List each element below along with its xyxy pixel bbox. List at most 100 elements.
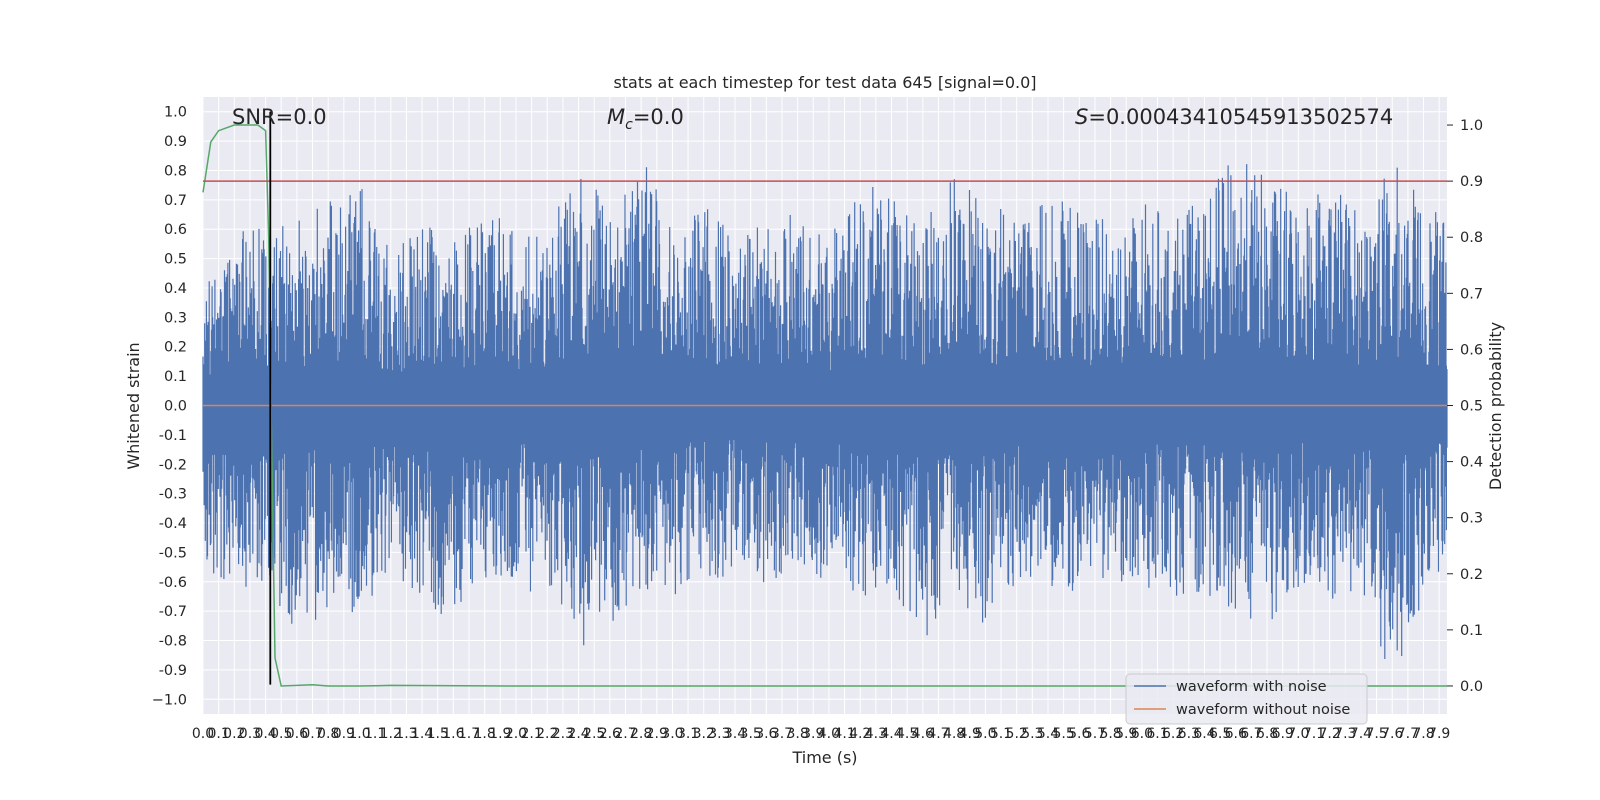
y2-tick-label: 0.5 xyxy=(1460,399,1483,415)
mc-symbol: M xyxy=(607,105,625,129)
x-tick-label: 1.2 xyxy=(380,726,402,742)
y-tick-label: -0.5 xyxy=(159,545,187,561)
x-tick-label: 2.2 xyxy=(536,726,558,742)
x-tick-label: 4.8 xyxy=(943,726,965,742)
x-tick-label: 1.6 xyxy=(442,726,464,742)
x-tick-label: 6.4 xyxy=(1193,726,1215,742)
x-tick-label: 0.7 xyxy=(301,726,323,742)
y2-tick-label: 0.4 xyxy=(1460,455,1483,471)
x-tick-label: 5.5 xyxy=(1052,726,1074,742)
x-tick-label: 7.4 xyxy=(1350,726,1372,742)
x-tick-label: 7.1 xyxy=(1303,726,1325,742)
x-tick-label: 5.3 xyxy=(1021,726,1043,742)
legend: waveform with noise waveform without noi… xyxy=(1125,673,1368,725)
x-tick-label: 0.3 xyxy=(239,726,261,742)
x-tick-label: 6.0 xyxy=(1131,726,1153,742)
y-tick-label: -0.7 xyxy=(159,604,187,620)
y-tick-label: 0.1 xyxy=(164,369,187,385)
x-tick-label: 3.9 xyxy=(802,726,824,742)
x-tick-label: 3.5 xyxy=(740,726,762,742)
x-tick-label: 7.0 xyxy=(1287,726,1309,742)
x-tick-label: 1.7 xyxy=(458,726,480,742)
x-tick-label: 7.6 xyxy=(1381,726,1403,742)
x-tick-label: 2.3 xyxy=(552,726,574,742)
chart-title: stats at each timestep for test data 645… xyxy=(613,73,1036,92)
x-tick-label: 3.3 xyxy=(708,726,730,742)
y-tick-label: −1.0 xyxy=(152,692,187,708)
mc-annotation: Mc=0.0 xyxy=(607,105,684,133)
x-axis-label: Time (s) xyxy=(791,748,857,767)
x-tick-label: 4.5 xyxy=(896,726,918,742)
x-tick-label: 3.6 xyxy=(755,726,777,742)
x-tick-label: 4.2 xyxy=(849,726,871,742)
y-tick-label: 0.0 xyxy=(164,399,187,415)
x-tick-label: 0.5 xyxy=(270,726,292,742)
mc-value: =0.0 xyxy=(633,105,684,129)
x-tick-label: 2.4 xyxy=(567,726,589,742)
x-tick-label: 5.6 xyxy=(1068,726,1090,742)
x-tick-label: 1.3 xyxy=(395,726,417,742)
y2-tick-label: 0.3 xyxy=(1460,511,1483,527)
snr-annotation: SNR=0.0 xyxy=(232,105,327,129)
x-tick-label: 3.0 xyxy=(661,726,683,742)
x-tick-label: 4.1 xyxy=(833,726,855,742)
x-tick-label: 2.8 xyxy=(630,726,652,742)
x-tick-label: 1.1 xyxy=(364,726,386,742)
x-tick-label: 2.0 xyxy=(505,726,527,742)
x-tick-label: 6.5 xyxy=(1209,726,1231,742)
mc-subscript: c xyxy=(625,117,633,133)
y-tick-label: 0.3 xyxy=(164,310,187,326)
y2-tick-label: 0.9 xyxy=(1460,174,1483,190)
y-tick-label: 0.6 xyxy=(164,222,187,238)
x-tick-label: 2.1 xyxy=(520,726,542,742)
x-tick-label: 3.4 xyxy=(724,726,746,742)
y-axis-label: Whitened strain xyxy=(124,342,143,469)
x-tick-label: 2.7 xyxy=(614,726,636,742)
y-tick-label: -0.2 xyxy=(159,457,187,473)
x-tick-label: 7.2 xyxy=(1319,726,1341,742)
x-tick-label: 2.6 xyxy=(599,726,621,742)
x-tick-label: 5.1 xyxy=(990,726,1012,742)
s-symbol: S xyxy=(1075,105,1088,129)
x-tick-label: 7.8 xyxy=(1412,726,1434,742)
x-tick-label: 0.4 xyxy=(254,726,276,742)
y-tick-label: -0.1 xyxy=(159,428,187,444)
y-tick-label: 0.9 xyxy=(164,134,187,150)
x-tick-label: 4.9 xyxy=(959,726,981,742)
y2-tick-label: 0.1 xyxy=(1460,623,1483,639)
x-tick-label: 1.9 xyxy=(489,726,511,742)
x-tick-label: 6.8 xyxy=(1256,726,1278,742)
y-tick-label: 0.2 xyxy=(164,340,187,356)
x-tick-label: 5.7 xyxy=(1084,726,1106,742)
y-tick-label: -0.9 xyxy=(159,663,187,679)
x-tick-label: 0.8 xyxy=(317,726,339,742)
legend-label-clean: waveform without noise xyxy=(1176,702,1350,718)
y-tick-label: 0.4 xyxy=(164,281,187,297)
x-tick-label: 5.4 xyxy=(1037,726,1059,742)
x-tick-label: 0.6 xyxy=(286,726,308,742)
x-tick-label: 3.2 xyxy=(693,726,715,742)
detection-probability-line xyxy=(202,124,1447,687)
x-tick-label: 1.4 xyxy=(411,726,433,742)
x-tick-label: 0.0 xyxy=(192,726,214,742)
x-tick-label: 0.1 xyxy=(208,726,230,742)
y-tick-label: -0.4 xyxy=(159,516,187,532)
x-tick-label: 1.5 xyxy=(427,726,449,742)
legend-box xyxy=(1125,673,1368,725)
x-tick-label: 3.8 xyxy=(786,726,808,742)
x-tick-label: 4.6 xyxy=(912,726,934,742)
y-tick-label: 0.8 xyxy=(164,163,187,179)
x-tick-label: 6.2 xyxy=(1162,726,1184,742)
y2-tick-label: 1.0 xyxy=(1460,118,1483,134)
x-tick-label: 1.8 xyxy=(474,726,496,742)
x-tick-label: 7.7 xyxy=(1397,726,1419,742)
y-axis-right: 1.0 0.9 0.8 0.7 0.6 0.5 0.4 0.3 0.2 0.1 0.0 xyxy=(1447,118,1483,695)
x-tick-label: 3.1 xyxy=(677,726,699,742)
x-tick-label: 6.1 xyxy=(1146,726,1168,742)
y2-tick-label: 0.6 xyxy=(1460,342,1483,358)
y2-tick-label: 0.0 xyxy=(1460,679,1483,695)
x-tick-label: 1.0 xyxy=(348,726,370,742)
x-tick-label: 7.9 xyxy=(1428,726,1450,742)
y2-axis-label: Detection probability xyxy=(1486,322,1505,490)
